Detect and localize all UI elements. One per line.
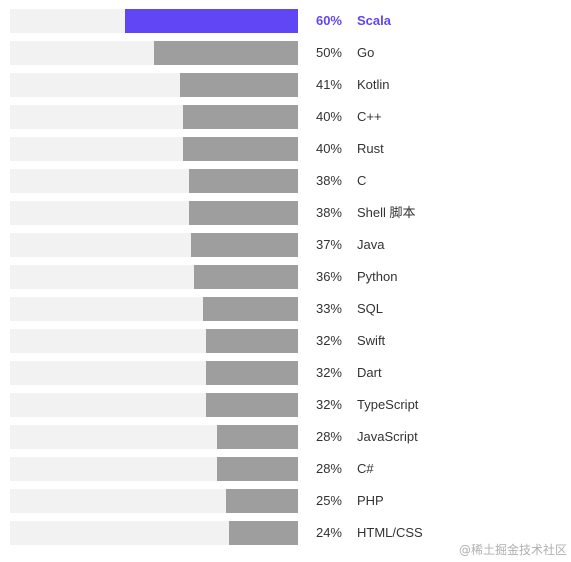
bar	[206, 393, 298, 417]
bar-track	[10, 457, 298, 481]
data-label: 28%	[315, 461, 342, 476]
category-label: Scala	[357, 13, 391, 28]
bar-row: 25% PHP	[0, 489, 571, 513]
category-label: C#	[357, 461, 374, 476]
bar-row: 38% Shell 脚本	[0, 201, 571, 225]
data-label: 24%	[315, 525, 342, 540]
data-label: 33%	[315, 301, 342, 316]
bar-row: 28% C#	[0, 457, 571, 481]
bar	[206, 329, 298, 353]
bar-row: 40% Rust	[0, 137, 571, 161]
data-label: 40%	[315, 141, 342, 156]
data-label: 32%	[315, 333, 342, 348]
bar-track	[10, 169, 298, 193]
bar-track	[10, 41, 298, 65]
bar	[203, 297, 298, 321]
bar-track	[10, 137, 298, 161]
data-label: 25%	[315, 493, 342, 508]
category-label: Shell 脚本	[357, 205, 416, 220]
bar	[189, 201, 298, 225]
category-label: Java	[357, 237, 385, 252]
bar	[194, 265, 298, 289]
data-label: 32%	[315, 397, 342, 412]
bar	[191, 233, 298, 257]
bar-track	[10, 265, 298, 289]
bar-track	[10, 297, 298, 321]
data-label: 37%	[315, 237, 342, 252]
bar-track	[10, 329, 298, 353]
category-label: JavaScript	[357, 429, 418, 444]
bar-row: 36% Python	[0, 265, 571, 289]
category-label: HTML/CSS	[357, 525, 423, 540]
data-label: 60%	[315, 13, 342, 28]
category-label: Rust	[357, 141, 384, 156]
bar-row: 32% TypeScript	[0, 393, 571, 417]
data-label: 32%	[315, 365, 342, 380]
bar	[206, 361, 298, 385]
data-label: 38%	[315, 205, 342, 220]
bar-row: 41% Kotlin	[0, 73, 571, 97]
bar-track	[10, 233, 298, 257]
category-label: Go	[357, 45, 375, 60]
bar	[217, 425, 298, 449]
bar	[154, 41, 298, 65]
bar	[183, 105, 298, 129]
bar-row: 32% Dart	[0, 361, 571, 385]
bar-track	[10, 361, 298, 385]
bar-track	[10, 489, 298, 513]
category-label: C	[357, 173, 367, 188]
bar	[217, 457, 298, 481]
bar-row: 50% Go	[0, 41, 571, 65]
data-label: 38%	[315, 173, 342, 188]
category-label: PHP	[357, 493, 384, 508]
bar-track	[10, 105, 298, 129]
bar	[226, 489, 298, 513]
bar-track	[10, 393, 298, 417]
category-label: Python	[357, 269, 398, 284]
bar-row: 32% Swift	[0, 329, 571, 353]
bar-row: 37% Java	[0, 233, 571, 257]
bar-track	[10, 201, 298, 225]
bar-row: 33% SQL	[0, 297, 571, 321]
bar-row: 28% JavaScript	[0, 425, 571, 449]
bar-row: 24% HTML/CSS	[0, 521, 571, 545]
bar	[229, 521, 298, 545]
bar-track	[10, 9, 298, 33]
bar-track	[10, 521, 298, 545]
bar	[183, 137, 298, 161]
category-label: Dart	[357, 365, 382, 380]
category-label: C++	[357, 109, 382, 124]
bar-track	[10, 73, 298, 97]
category-label: SQL	[357, 301, 384, 316]
data-label: 36%	[315, 269, 342, 284]
bar-row: 38% C	[0, 169, 571, 193]
bar	[189, 169, 298, 193]
data-label: 28%	[315, 429, 342, 444]
category-label: Kotlin	[357, 77, 390, 92]
bar	[180, 73, 298, 97]
data-label: 50%	[315, 45, 342, 60]
bar	[125, 9, 298, 33]
category-label: TypeScript	[357, 397, 419, 412]
bar-row: 60% Scala	[0, 9, 571, 33]
category-label: Swift	[357, 333, 386, 348]
watermark: @稀土掘金技术社区	[458, 543, 567, 557]
data-label: 41%	[315, 77, 342, 92]
data-label: 40%	[315, 109, 342, 124]
bar-track	[10, 425, 298, 449]
bar-row: 40% C++	[0, 105, 571, 129]
